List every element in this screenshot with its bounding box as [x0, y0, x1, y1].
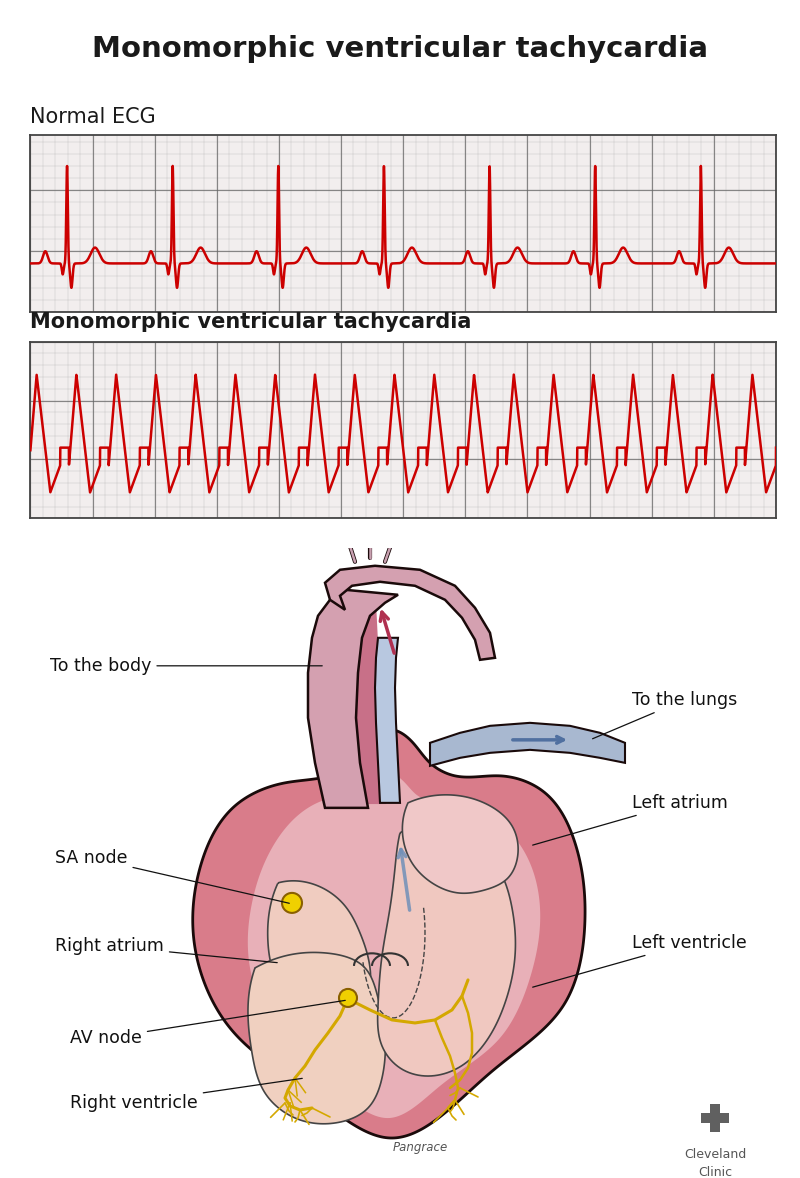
Polygon shape — [378, 825, 515, 1076]
Bar — [710, 1104, 720, 1132]
Text: To the lungs: To the lungs — [593, 690, 738, 739]
Circle shape — [282, 893, 302, 913]
Text: Monomorphic ventricular tachycardia: Monomorphic ventricular tachycardia — [30, 312, 472, 332]
Text: Right atrium: Right atrium — [55, 937, 278, 962]
Polygon shape — [193, 730, 585, 1138]
Text: Monomorphic ventricular tachycardia: Monomorphic ventricular tachycardia — [92, 35, 708, 64]
Polygon shape — [308, 590, 398, 808]
Polygon shape — [268, 881, 370, 1020]
Text: Cleveland
Clinic
©2021: Cleveland Clinic ©2021 — [684, 1149, 746, 1178]
Polygon shape — [248, 774, 540, 1118]
Circle shape — [339, 990, 357, 1007]
Text: AV node: AV node — [70, 1000, 346, 1047]
Polygon shape — [325, 565, 495, 660]
Polygon shape — [402, 795, 518, 893]
Polygon shape — [248, 953, 386, 1124]
Bar — [701, 1113, 730, 1123]
Text: SA node: SA node — [55, 849, 290, 904]
Text: Left atrium: Left atrium — [533, 794, 728, 845]
Polygon shape — [430, 723, 625, 766]
Text: Left ventricle: Left ventricle — [533, 934, 746, 987]
Text: Right ventricle: Right ventricle — [70, 1078, 302, 1112]
Text: Normal ECG: Normal ECG — [30, 107, 156, 127]
Text: Pangrace: Pangrace — [392, 1141, 448, 1154]
Text: To the body: To the body — [50, 657, 322, 675]
Polygon shape — [375, 637, 400, 803]
